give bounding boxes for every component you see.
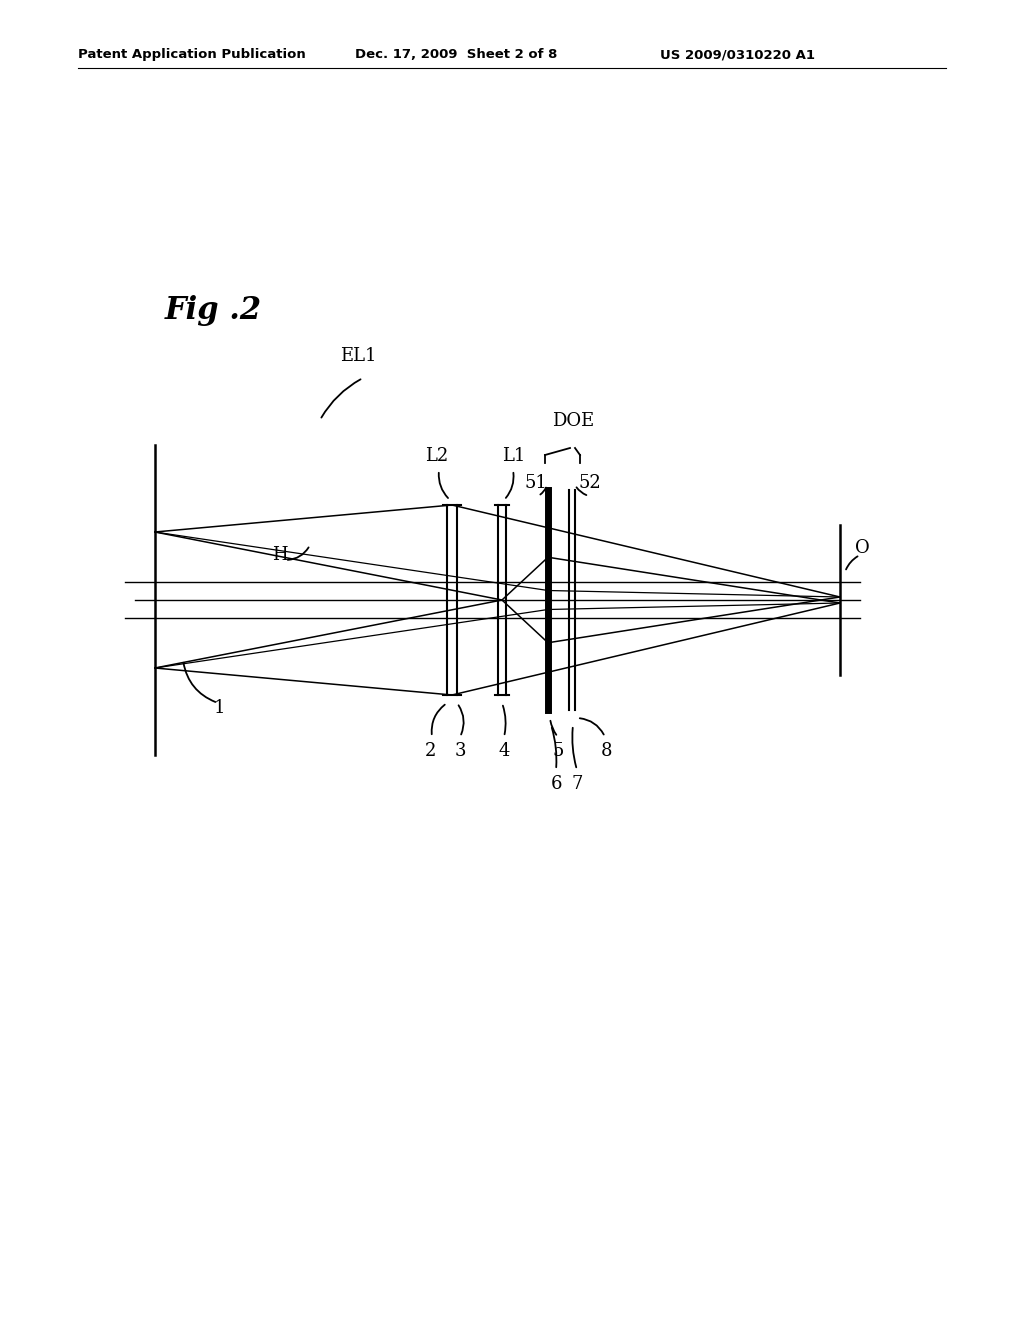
Text: L1: L1 — [503, 447, 525, 465]
Text: Fig .2: Fig .2 — [165, 294, 262, 326]
Text: 8: 8 — [601, 742, 612, 760]
Text: 3: 3 — [455, 742, 466, 760]
Text: L2: L2 — [425, 447, 449, 465]
Text: 4: 4 — [499, 742, 510, 760]
Text: Dec. 17, 2009  Sheet 2 of 8: Dec. 17, 2009 Sheet 2 of 8 — [355, 48, 557, 61]
Text: 7: 7 — [571, 775, 583, 793]
Text: DOE: DOE — [552, 412, 594, 430]
Text: 1: 1 — [214, 700, 225, 717]
Text: 51: 51 — [524, 474, 548, 492]
Text: H: H — [272, 546, 288, 564]
Text: Patent Application Publication: Patent Application Publication — [78, 48, 306, 61]
Text: 6: 6 — [550, 775, 562, 793]
Text: O: O — [855, 539, 869, 557]
Text: EL1: EL1 — [340, 347, 376, 366]
Text: 52: 52 — [579, 474, 601, 492]
Text: 5: 5 — [552, 742, 563, 760]
Text: 2: 2 — [424, 742, 435, 760]
Text: US 2009/0310220 A1: US 2009/0310220 A1 — [660, 48, 815, 61]
